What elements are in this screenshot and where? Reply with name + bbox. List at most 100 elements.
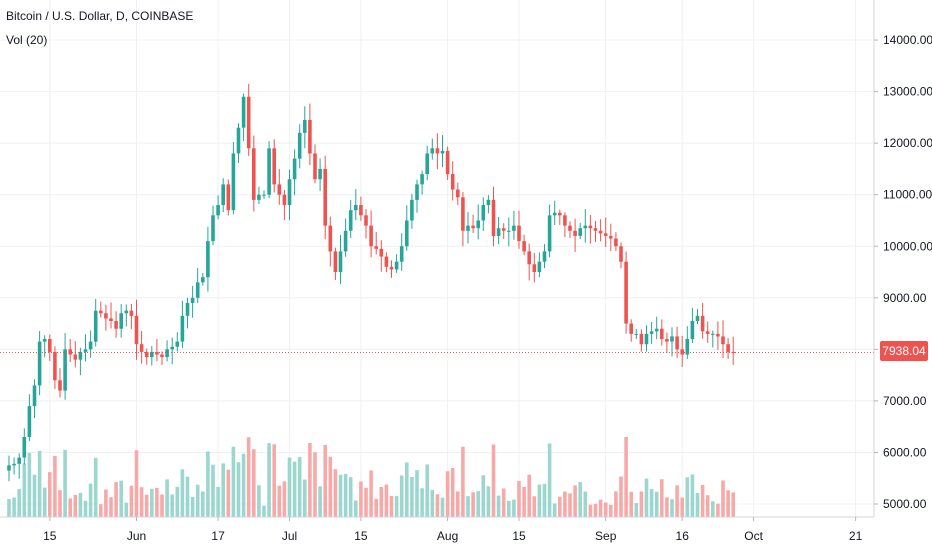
- candle-body: [522, 241, 526, 252]
- volume-bar: [348, 477, 353, 517]
- volume-bar: [99, 504, 103, 517]
- candle-body: [685, 339, 690, 355]
- volume-bar: [517, 480, 521, 517]
- candle-body: [440, 150, 445, 154]
- volume-indicator-label[interactable]: Vol (20): [6, 33, 48, 47]
- time-tick-label: 16: [676, 529, 690, 543]
- volume-bar: [644, 478, 649, 517]
- candle-body: [394, 261, 399, 270]
- volume-bar: [410, 476, 414, 517]
- candle-body: [711, 333, 715, 335]
- candle-body: [507, 230, 511, 232]
- candle-body: [252, 148, 256, 200]
- candle-body: [185, 302, 190, 316]
- volume-bar: [425, 464, 429, 517]
- candle-body: [58, 380, 62, 391]
- time-tick-label: 17: [211, 529, 225, 543]
- candle-body: [415, 184, 419, 200]
- time-tick-label: Aug: [437, 529, 458, 543]
- candle-body: [598, 230, 603, 234]
- candle-body: [48, 339, 52, 352]
- candle-body: [221, 184, 225, 206]
- candle-body: [313, 153, 317, 180]
- candle-body: [359, 205, 363, 216]
- volume-bar: [537, 484, 542, 517]
- candle-body: [471, 225, 475, 229]
- volume-bar: [313, 452, 317, 517]
- volume-bar: [303, 479, 307, 517]
- candle-body: [430, 148, 435, 154]
- candle-body: [568, 225, 572, 231]
- candle-body: [420, 174, 424, 185]
- candle-body: [578, 228, 582, 236]
- price-candles: [7, 83, 735, 482]
- candle-body: [333, 251, 338, 273]
- symbol-title[interactable]: Bitcoin / U.S. Dollar, D, COINBASE: [6, 9, 194, 23]
- candle-body: [700, 315, 705, 332]
- candle-body: [348, 210, 353, 231]
- volume-bar: [257, 485, 261, 517]
- price-tick-label: 14000.00: [883, 33, 932, 47]
- candle-body: [63, 349, 67, 391]
- volume-bar: [328, 456, 333, 517]
- volume-bar: [180, 469, 185, 517]
- time-tick-label: 15: [512, 529, 526, 543]
- time-tick-label: 15: [43, 529, 57, 543]
- candle-body: [139, 344, 144, 352]
- candle-body: [170, 346, 174, 350]
- candle-body: [88, 341, 93, 350]
- candle-body: [354, 205, 358, 211]
- candle-body: [287, 179, 292, 206]
- candle-body: [12, 463, 16, 466]
- volume-bar: [583, 491, 588, 517]
- candle-body: [32, 385, 37, 407]
- volume-bar: [195, 484, 200, 517]
- volume-bar: [109, 497, 113, 517]
- volume-bar: [695, 493, 700, 517]
- candle-body: [609, 235, 613, 239]
- volume-bar: [201, 491, 205, 517]
- price-tick-label: 12000.00: [883, 136, 932, 150]
- time-tick-label: Sep: [595, 529, 617, 543]
- time-tick-label: Oct: [744, 529, 763, 543]
- candle-body: [104, 313, 108, 319]
- price-tick-label: 10000.00: [883, 239, 932, 253]
- volume-bar: [593, 503, 598, 517]
- time-tick-label: Jul: [282, 529, 297, 543]
- candle-body: [716, 333, 720, 337]
- candle-body: [27, 406, 32, 437]
- volume-bar: [12, 497, 16, 517]
- candle-body: [552, 212, 557, 216]
- volume-bar: [716, 503, 720, 517]
- volume-bar: [563, 491, 567, 517]
- volume-bar: [73, 494, 78, 517]
- volume-bar: [27, 452, 32, 517]
- time-axis[interactable]: 15 Jun 17 Jul 15 Aug 15 Sep 16 Oct 21: [0, 516, 874, 543]
- volume-bar: [588, 504, 593, 517]
- price-axis[interactable]: 5000.006000.007000.008000.009000.0010000…: [873, 0, 932, 517]
- candle-body: [364, 215, 368, 226]
- candle-body: [190, 297, 195, 303]
- volume-bar: [721, 480, 725, 517]
- candle-body: [644, 333, 649, 345]
- candle-body: [292, 158, 297, 180]
- candle-body: [450, 174, 455, 190]
- volume-bar: [542, 483, 547, 517]
- volume-bar: [282, 481, 287, 517]
- volume-bar: [333, 469, 338, 517]
- candle-body: [629, 323, 633, 334]
- candle-body: [496, 228, 501, 236]
- candle-body: [705, 331, 710, 334]
- candle-body: [461, 197, 465, 231]
- volume-bar: [53, 455, 57, 517]
- volume-bar: [323, 444, 327, 517]
- candle-body: [343, 230, 348, 252]
- volume-bar: [430, 489, 435, 517]
- candle-body: [665, 339, 669, 342]
- volume-bar: [552, 503, 557, 517]
- candle-body: [491, 199, 496, 236]
- volume-bar: [364, 487, 368, 517]
- candle-body: [466, 225, 470, 231]
- candle-body: [517, 225, 521, 242]
